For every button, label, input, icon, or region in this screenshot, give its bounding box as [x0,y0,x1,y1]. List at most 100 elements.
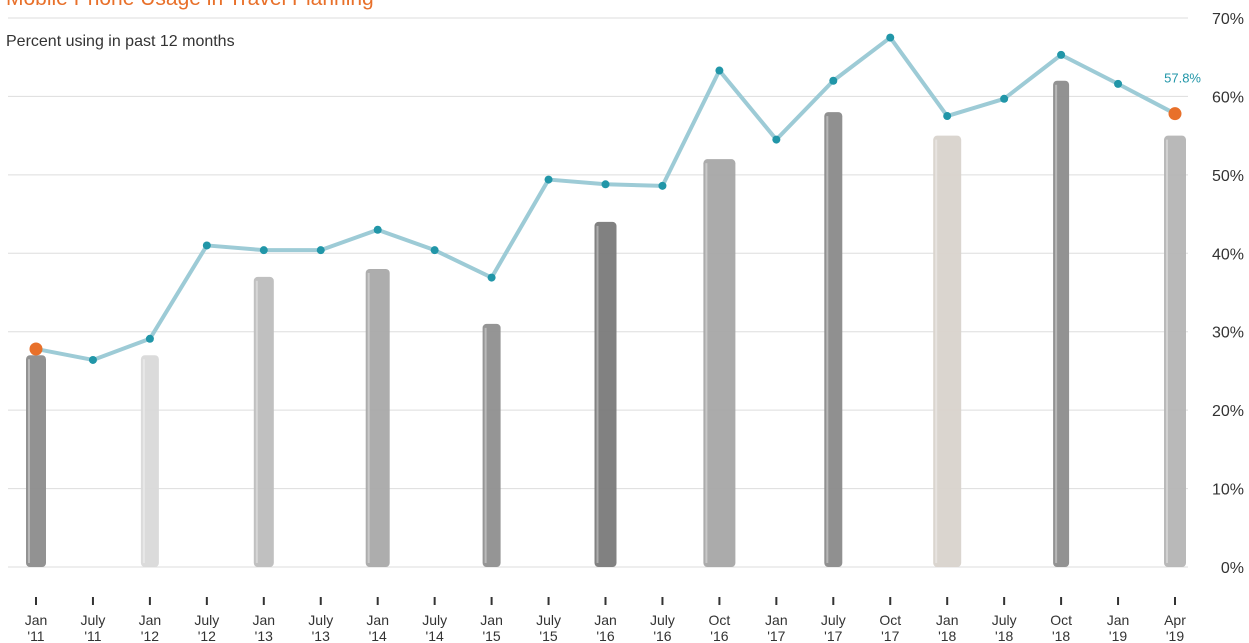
data-point [715,66,724,75]
x-tick-label: July [821,612,846,628]
phone-silhouette [482,323,501,567]
x-tick-label: Oct [709,612,731,628]
x-tick-label: Jan [594,612,617,628]
x-tick-label-year: '11 [84,628,101,643]
y-tick-label: 70% [1212,11,1244,28]
x-tick-label-year: '15 [539,628,557,643]
x-tick-label: Jan [1107,612,1130,628]
phone-highlight [484,327,487,563]
x-tick-label-year: '19 [1109,628,1127,643]
x-tick-label-year: '18 [995,628,1013,643]
x-tick-label-year: '16 [596,628,614,643]
x-tick-label: Jan [765,612,788,628]
phone-highlight [1055,84,1058,563]
phone-silhouette [140,355,159,567]
phone-highlight [255,280,258,563]
x-tick-label: July [536,612,561,628]
phone-silhouette [253,276,274,567]
x-axis: Jan'11July'11Jan'12July'12Jan'13July'13J… [25,597,1186,643]
chart-title: Mobile Phone Usage in Travel Planning [6,0,374,10]
y-tick-label: 40% [1212,246,1244,263]
highlight-point [1168,107,1182,121]
data-labels: 57.8% [1164,71,1201,86]
chart-subtitle: Percent using in past 12 months [6,33,235,50]
y-tick-label: 50% [1212,168,1244,185]
y-tick-label: 60% [1212,89,1244,106]
data-point [601,180,610,189]
y-tick-label: 30% [1212,325,1244,342]
phone-silhouette [824,112,843,567]
x-tick-label-year: '14 [426,628,444,643]
phone-highlight [367,272,370,563]
data-point [1057,50,1066,59]
x-tick-label: July [308,612,333,628]
x-tick-label-year: '12 [141,628,159,643]
x-tick-label-year: '11 [27,628,44,643]
x-tick-label: July [422,612,447,628]
phone-silhouette [365,268,390,567]
data-point [88,355,97,364]
data-point [772,135,781,144]
x-tick-label-year: '16 [710,628,728,643]
y-tick-label: 20% [1212,403,1244,420]
data-label: 57.8% [1164,71,1201,86]
phone-silhouette [26,355,46,567]
data-point [1114,79,1123,88]
highlight-point [29,342,43,356]
phone-highlight [28,359,30,563]
data-point [259,246,268,255]
x-tick-label: July [992,612,1017,628]
data-point [145,334,154,343]
phone-silhouette [1164,135,1186,567]
data-point [658,181,667,190]
data-point [544,175,553,184]
x-tick-label-year: '17 [767,628,785,643]
x-tick-label-year: '19 [1166,628,1184,643]
x-tick-label: Jan [253,612,276,628]
phone-highlight [596,225,599,563]
x-tick-label: Oct [1050,612,1072,628]
y-axis: 0% 10% 20% 30% 40% 50% 60% 70% [1212,11,1244,577]
phone-silhouette [1053,80,1070,567]
y-tick-label: 10% [1212,482,1244,499]
data-point [430,246,439,255]
x-tick-label-year: '18 [938,628,956,643]
x-tick-label: Jan [936,612,959,628]
x-tick-label: Jan [480,612,503,628]
phone-highlight [705,163,708,563]
x-tick-label: July [80,612,105,628]
x-tick-label: Jan [25,612,48,628]
phone-silhouette [594,221,617,567]
y-tick-label: 0% [1221,560,1244,577]
data-point [487,273,496,282]
data-point [316,246,325,255]
x-tick-label: Jan [366,612,389,628]
data-point [829,76,838,85]
x-tick-label-year: '12 [198,628,216,643]
data-point [886,33,895,42]
x-tick-label-year: '17 [824,628,842,643]
data-point [943,112,952,121]
x-tick-label-year: '17 [881,628,899,643]
series-line [29,33,1182,364]
phone-highlight [826,116,829,563]
x-tick-label-year: '13 [312,628,330,643]
data-point [373,225,382,234]
phone-highlight [1166,139,1168,563]
data-point [1000,94,1009,103]
phone-silhouette [703,159,736,567]
x-tick-label-year: '15 [482,628,500,643]
x-tick-label: Oct [879,612,901,628]
x-tick-label: July [194,612,219,628]
x-tick-label-year: '18 [1052,628,1070,643]
x-tick-label: Jan [139,612,162,628]
phone-highlight [142,359,145,563]
x-tick-label-year: '13 [255,628,273,643]
data-point [202,241,211,250]
x-tick-label-year: '14 [369,628,387,643]
x-tick-label-year: '16 [653,628,671,643]
phone-highlight [935,139,938,563]
phone-silhouettes [26,80,1186,567]
phone-silhouette [933,135,962,567]
